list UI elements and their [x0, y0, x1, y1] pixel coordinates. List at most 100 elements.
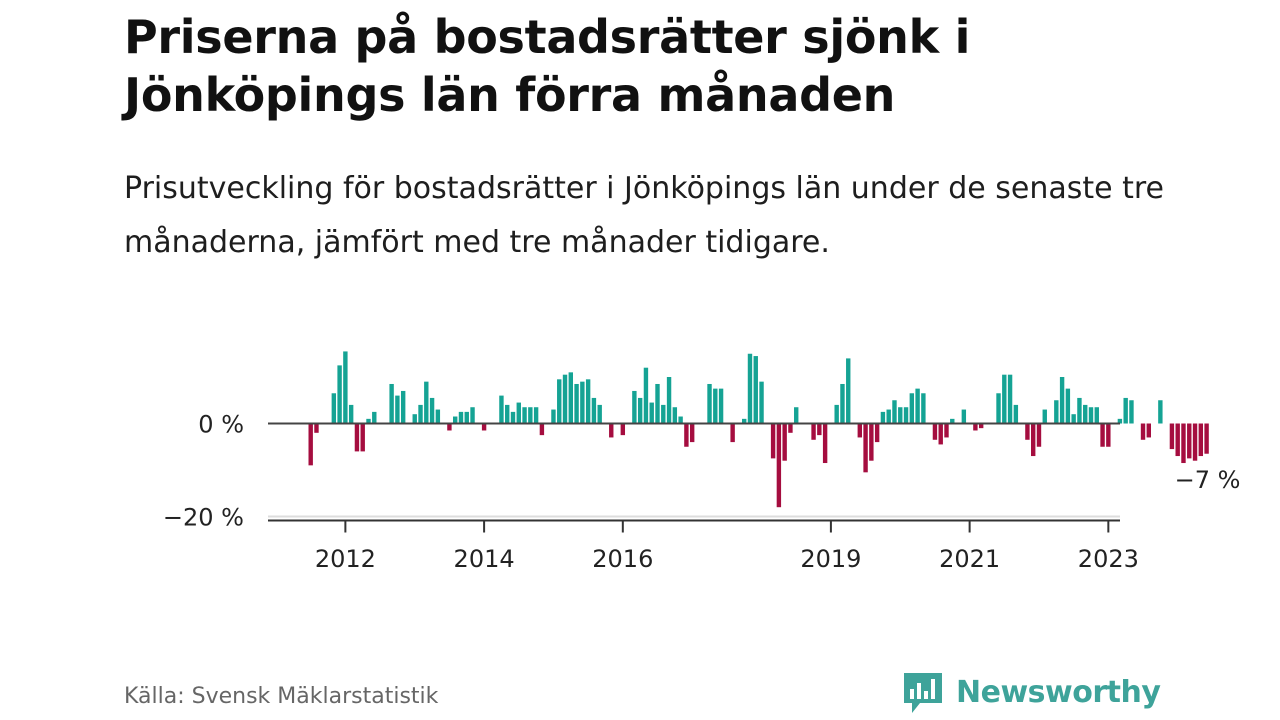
bar — [973, 423, 978, 431]
bar — [580, 381, 585, 424]
bar — [1025, 423, 1030, 440]
bar — [400, 390, 406, 424]
bar — [620, 423, 626, 436]
bar — [788, 423, 793, 433]
bar — [857, 423, 862, 438]
bar — [1036, 423, 1042, 447]
bar — [314, 423, 319, 433]
bar — [1175, 423, 1180, 457]
bar — [1071, 414, 1076, 424]
bar — [308, 423, 313, 466]
bar — [481, 423, 487, 431]
bar — [597, 404, 602, 424]
bar — [892, 400, 897, 424]
bar — [909, 393, 915, 424]
bar — [684, 423, 689, 447]
bar — [903, 407, 909, 424]
bar — [1094, 407, 1099, 424]
bar — [950, 418, 955, 424]
bar — [1083, 404, 1088, 424]
bar — [1181, 423, 1186, 464]
bar — [1169, 423, 1175, 450]
bar — [424, 381, 429, 424]
bar — [470, 407, 475, 424]
bar — [591, 397, 597, 424]
bar — [1123, 397, 1128, 424]
bar — [522, 407, 527, 424]
bar — [1100, 423, 1105, 447]
bar — [689, 423, 695, 443]
bar — [915, 388, 920, 424]
source-note: Källa: Svensk Mäklarstatistik — [124, 684, 439, 709]
bar — [1031, 423, 1036, 457]
bar — [1002, 374, 1007, 424]
bar — [453, 416, 458, 424]
bar — [551, 409, 556, 424]
bar — [609, 423, 614, 438]
brand-logo: Newsworthy — [900, 668, 1161, 716]
bar-chart-speech-bubble-icon — [904, 673, 942, 713]
bar — [412, 414, 417, 424]
bar — [713, 388, 718, 424]
x-tick-labels: 2012 2014 2016 2019 2021 2023 — [315, 545, 1139, 573]
bar — [822, 423, 828, 464]
bar — [1065, 388, 1071, 424]
bar — [759, 381, 764, 424]
bar — [707, 383, 712, 424]
bar — [1146, 423, 1151, 438]
bar — [1059, 377, 1065, 424]
bar — [528, 407, 533, 424]
bars — [308, 351, 1209, 508]
bar — [389, 383, 394, 424]
y-tick-label: −20 % — [163, 504, 244, 532]
bar — [516, 402, 521, 424]
y-tick-labels: 0 % −20 % — [163, 411, 244, 532]
bar — [464, 411, 469, 424]
bar — [886, 409, 891, 424]
annotations: −7 % — [1175, 466, 1241, 494]
bar — [348, 404, 354, 424]
x-tick-label: 2023 — [1078, 545, 1139, 573]
bar — [366, 418, 371, 424]
bar — [510, 411, 516, 424]
bar — [944, 423, 949, 438]
x-tick-label: 2019 — [800, 545, 861, 573]
bar — [354, 423, 360, 452]
bar — [1106, 423, 1111, 447]
bar — [649, 402, 654, 424]
bar — [1088, 407, 1094, 424]
bar — [574, 383, 579, 424]
x-tick-label: 2014 — [454, 545, 515, 573]
x-tick-label: 2021 — [939, 545, 1000, 573]
bar — [811, 423, 816, 440]
bar — [753, 356, 758, 424]
bar — [880, 411, 886, 424]
bar — [840, 383, 845, 424]
bar — [898, 407, 903, 424]
bar — [869, 423, 874, 461]
bar — [932, 423, 938, 440]
bar — [666, 377, 672, 424]
bar — [632, 390, 637, 424]
bar — [747, 353, 753, 424]
bar — [429, 397, 435, 424]
bar — [562, 374, 568, 424]
bar — [655, 383, 660, 424]
bar — [961, 409, 967, 424]
bar — [331, 393, 337, 424]
bar — [1054, 400, 1059, 424]
bar — [337, 365, 342, 424]
chart-subtitle: Prisutveckling för bostadsrätter i Jönkö… — [124, 171, 1164, 260]
bar — [1013, 404, 1019, 424]
bar — [1140, 423, 1146, 440]
bar — [418, 404, 423, 424]
bar — [794, 407, 799, 424]
bar — [505, 404, 510, 424]
bar — [1198, 423, 1204, 457]
bar — [718, 388, 724, 424]
bar — [585, 379, 591, 424]
bar — [730, 423, 735, 443]
bar — [1117, 418, 1123, 424]
x-tick-label: 2016 — [592, 545, 653, 573]
